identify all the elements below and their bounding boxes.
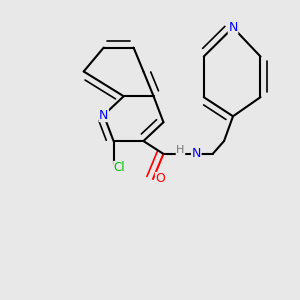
Text: N: N [192,147,201,161]
Text: H: H [176,145,184,155]
Text: N: N [99,109,108,122]
Text: N: N [228,21,238,34]
Text: O: O [155,172,165,185]
Text: Cl: Cl [114,161,125,174]
